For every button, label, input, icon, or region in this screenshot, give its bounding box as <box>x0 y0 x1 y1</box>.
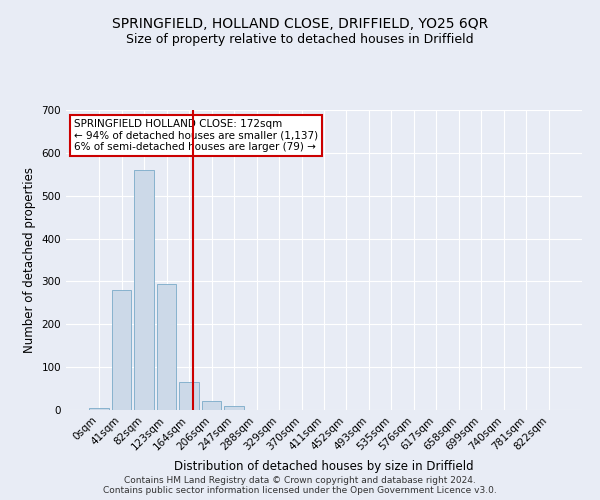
Bar <box>179 382 199 410</box>
Bar <box>224 406 244 410</box>
Text: Contains HM Land Registry data © Crown copyright and database right 2024.: Contains HM Land Registry data © Crown c… <box>124 476 476 485</box>
Bar <box>89 408 109 410</box>
Bar <box>202 402 221 410</box>
Y-axis label: Number of detached properties: Number of detached properties <box>23 167 36 353</box>
Text: Contains public sector information licensed under the Open Government Licence v3: Contains public sector information licen… <box>103 486 497 495</box>
Bar <box>112 290 131 410</box>
Bar <box>134 170 154 410</box>
Bar <box>157 284 176 410</box>
X-axis label: Distribution of detached houses by size in Driffield: Distribution of detached houses by size … <box>174 460 474 473</box>
Text: SPRINGFIELD HOLLAND CLOSE: 172sqm
← 94% of detached houses are smaller (1,137)
6: SPRINGFIELD HOLLAND CLOSE: 172sqm ← 94% … <box>74 119 318 152</box>
Text: SPRINGFIELD, HOLLAND CLOSE, DRIFFIELD, YO25 6QR: SPRINGFIELD, HOLLAND CLOSE, DRIFFIELD, Y… <box>112 18 488 32</box>
Text: Size of property relative to detached houses in Driffield: Size of property relative to detached ho… <box>126 32 474 46</box>
